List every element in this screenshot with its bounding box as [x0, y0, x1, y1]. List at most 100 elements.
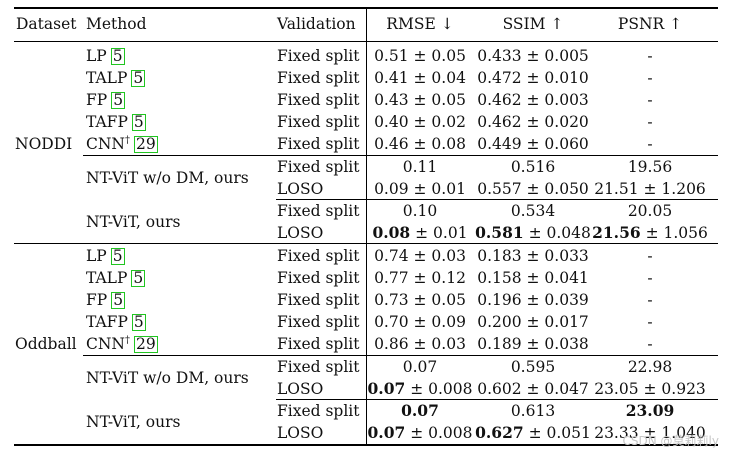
ssim-cell: 0.472 ± 0.010: [477, 68, 589, 88]
ssim-value: 0.200 ± 0.017: [477, 313, 589, 331]
method-name: CNN: [86, 335, 125, 353]
method-cell: LP 5: [86, 246, 125, 266]
validation-cell: Fixed split: [277, 202, 360, 220]
psnr-cell: 19.56: [628, 157, 672, 177]
ssim-best-value: 0.627: [475, 423, 524, 442]
psnr-cell: 23.33 ± 1.040: [594, 423, 706, 443]
header-psnr: PSNR ↑: [617, 15, 683, 33]
ssim-cell: 0.449 ± 0.060: [477, 134, 589, 154]
rmse-best-value: 0.07: [367, 423, 406, 442]
ssim-cell: 0.158 ± 0.041: [477, 268, 589, 288]
method-cell: TAFP 5: [86, 112, 146, 132]
ssim-value: 0.557 ± 0.050: [477, 180, 589, 198]
citation-link[interactable]: 29: [134, 135, 158, 153]
ssim-cell: 0.581 ± 0.048: [475, 223, 591, 243]
method-name: LP: [86, 247, 107, 265]
validation-cell: Fixed split: [277, 47, 360, 65]
psnr-value: -: [647, 335, 653, 353]
rmse-value: 0.77 ± 0.12: [374, 269, 466, 287]
rmse-cell: 0.08 ± 0.01: [372, 223, 467, 243]
psnr-cell: -: [647, 268, 652, 288]
ssim-value: 0.462 ± 0.020: [477, 113, 589, 131]
psnr-value: 23.33 ± 1.040: [594, 424, 706, 442]
psnr-cell: -: [647, 134, 652, 154]
rmse-cell: 0.10: [403, 201, 438, 221]
header-validation: Validation: [277, 15, 356, 33]
ssim-value: 0.433 ± 0.005: [477, 47, 589, 65]
psnr-cell: -: [647, 246, 652, 266]
citation-link[interactable]: 5: [111, 91, 126, 109]
method-cell: NT-ViT, ours: [86, 212, 180, 232]
ssim-cell: 0.462 ± 0.020: [477, 112, 589, 132]
psnr-value: -: [647, 291, 653, 309]
method-cell: FP 5: [86, 90, 126, 110]
bottom-rule: [14, 444, 718, 446]
method-cell: NT-ViT w/o DM, ours: [86, 368, 249, 388]
rmse-value: 0.51 ± 0.05: [374, 47, 466, 65]
method-cell: FP 5: [86, 290, 126, 310]
citation-link[interactable]: 5: [131, 113, 146, 131]
ssim-value: 0.472 ± 0.010: [477, 69, 589, 87]
rmse-best-value: 0.08: [372, 223, 411, 242]
psnr-cell: -: [647, 290, 652, 310]
ssim-value: 0.196 ± 0.039: [477, 291, 589, 309]
citation-link[interactable]: 29: [134, 335, 158, 353]
column-divider: [366, 9, 367, 444]
subgroup-rule: [83, 355, 718, 356]
rmse-value: 0.46 ± 0.08: [374, 135, 466, 153]
psnr-value: 21.51 ± 1.206: [594, 180, 706, 198]
citation-link[interactable]: 5: [131, 69, 146, 87]
ssim-cell: 0.433 ± 0.005: [477, 46, 589, 66]
ssim-value: 0.613: [510, 402, 556, 420]
validation-cell: Fixed split: [277, 91, 360, 109]
top-rule: [14, 7, 718, 9]
method-cell: NT-ViT, ours: [86, 412, 180, 432]
rmse-cell: 0.07: [403, 357, 438, 377]
rmse-cell: 0.07 ± 0.008: [368, 423, 473, 443]
citation-link[interactable]: 5: [110, 247, 125, 265]
rmse-value: 0.09 ± 0.01: [374, 180, 466, 198]
psnr-value: ± 1.056: [640, 224, 708, 242]
rmse-cell: 0.07 ± 0.008: [368, 379, 473, 399]
ssim-value: ± 0.051: [523, 424, 591, 442]
rmse-value: 0.11: [402, 158, 438, 176]
citation-link[interactable]: 5: [131, 313, 146, 331]
ssim-value: 0.534: [510, 202, 556, 220]
subgroup-rule: [276, 199, 718, 200]
validation-cell: LOSO: [277, 380, 324, 398]
rmse-best-value: 0.07: [367, 379, 406, 398]
psnr-value: 20.05: [627, 202, 673, 220]
psnr-cell: 20.05: [628, 201, 672, 221]
citation-link[interactable]: 5: [131, 269, 146, 287]
psnr-value: -: [647, 69, 653, 87]
ssim-value: 0.449 ± 0.060: [477, 135, 589, 153]
method-cell: TALP 5: [86, 68, 146, 88]
psnr-value: -: [647, 91, 653, 109]
header-rmse: RMSE ↓: [386, 15, 454, 33]
method-name: FP: [86, 291, 108, 309]
rmse-value: 0.74 ± 0.03: [374, 247, 466, 265]
validation-cell: Fixed split: [277, 158, 360, 176]
validation-cell: Fixed split: [277, 402, 360, 420]
validation-cell: Fixed split: [277, 135, 360, 153]
ssim-cell: 0.516: [511, 157, 555, 177]
subgroup-rule: [276, 399, 718, 400]
method-name: TAFP: [86, 313, 128, 331]
rmse-value: ± 0.01: [410, 224, 468, 242]
citation-link[interactable]: 5: [110, 47, 125, 65]
validation-cell: LOSO: [277, 180, 324, 198]
psnr-cell: -: [647, 90, 652, 110]
validation-cell: Fixed split: [277, 69, 360, 87]
rmse-value: 0.41 ± 0.04: [374, 69, 466, 87]
psnr-cell: -: [647, 68, 652, 88]
method-name: NT-ViT, ours: [86, 413, 181, 431]
citation-link[interactable]: 5: [111, 291, 126, 309]
validation-cell: Fixed split: [277, 358, 360, 376]
psnr-value: -: [647, 269, 653, 287]
ssim-cell: 0.534: [511, 201, 555, 221]
method-cell: CNN† 29: [86, 334, 158, 354]
ssim-cell: 0.627 ± 0.051: [475, 423, 591, 443]
rmse-cell: 0.46 ± 0.08: [374, 134, 466, 154]
rmse-value: 0.43 ± 0.05: [374, 91, 466, 109]
rmse-value: 0.40 ± 0.02: [374, 113, 466, 131]
